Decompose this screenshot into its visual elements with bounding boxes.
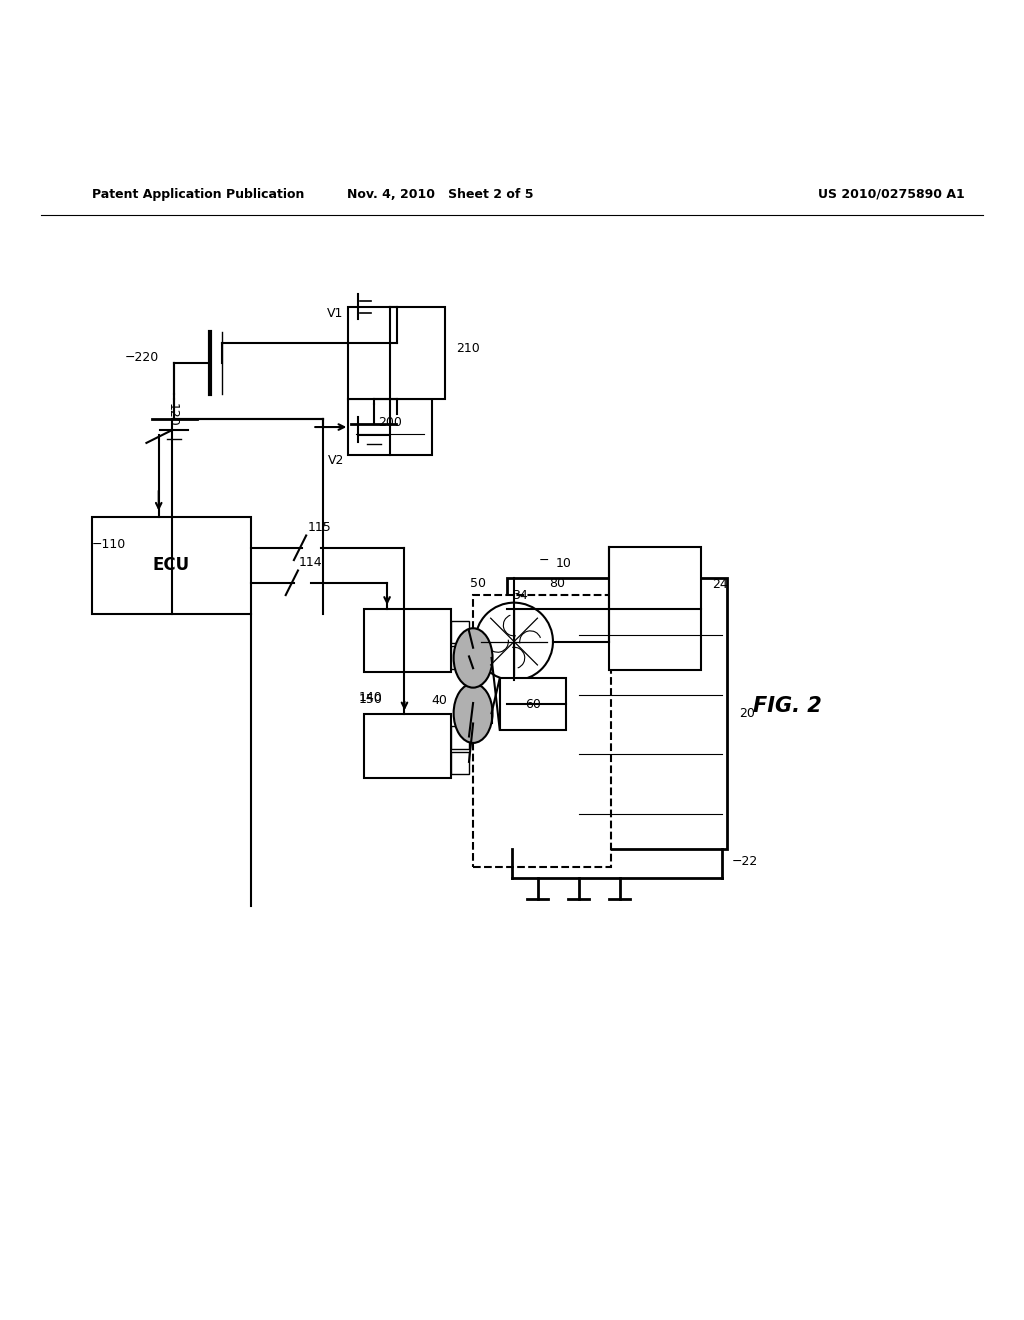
Bar <box>473 595 611 867</box>
Bar <box>348 306 445 399</box>
Bar <box>364 609 451 672</box>
Text: 210: 210 <box>456 342 479 355</box>
Bar <box>609 548 701 671</box>
Text: 200: 200 <box>378 416 402 429</box>
Text: 114: 114 <box>299 557 323 569</box>
Text: FIG. 2: FIG. 2 <box>753 696 821 715</box>
Text: 34: 34 <box>512 589 528 602</box>
Bar <box>348 399 432 455</box>
Text: ECU: ECU <box>153 556 190 574</box>
Text: 24: 24 <box>712 578 727 591</box>
Bar <box>364 714 451 777</box>
Text: −220: −220 <box>125 351 159 364</box>
Text: 50: 50 <box>470 577 486 590</box>
Text: 60: 60 <box>525 697 541 710</box>
Text: Patent Application Publication: Patent Application Publication <box>92 187 304 201</box>
Text: 140: 140 <box>358 690 382 704</box>
Bar <box>92 516 251 614</box>
Bar <box>451 751 469 774</box>
Text: V1: V1 <box>327 306 343 319</box>
Bar <box>500 678 566 730</box>
Text: V2: V2 <box>328 454 344 467</box>
Bar <box>451 726 469 748</box>
Text: 20: 20 <box>739 708 756 721</box>
Bar <box>451 620 469 643</box>
Bar <box>507 578 727 850</box>
Text: 10: 10 <box>556 557 572 570</box>
Text: 150: 150 <box>358 693 382 706</box>
Ellipse shape <box>454 628 493 688</box>
Text: −22: −22 <box>732 855 759 869</box>
Bar <box>451 647 469 669</box>
Text: US 2010/0275890 A1: US 2010/0275890 A1 <box>817 187 965 201</box>
Text: −110: −110 <box>92 537 126 550</box>
Ellipse shape <box>454 684 493 743</box>
Text: 80: 80 <box>549 577 565 590</box>
Text: −: − <box>539 554 549 566</box>
Text: 40: 40 <box>431 694 447 708</box>
Text: Nov. 4, 2010   Sheet 2 of 5: Nov. 4, 2010 Sheet 2 of 5 <box>347 187 534 201</box>
Text: 120: 120 <box>166 403 179 426</box>
Text: 115: 115 <box>307 521 331 535</box>
